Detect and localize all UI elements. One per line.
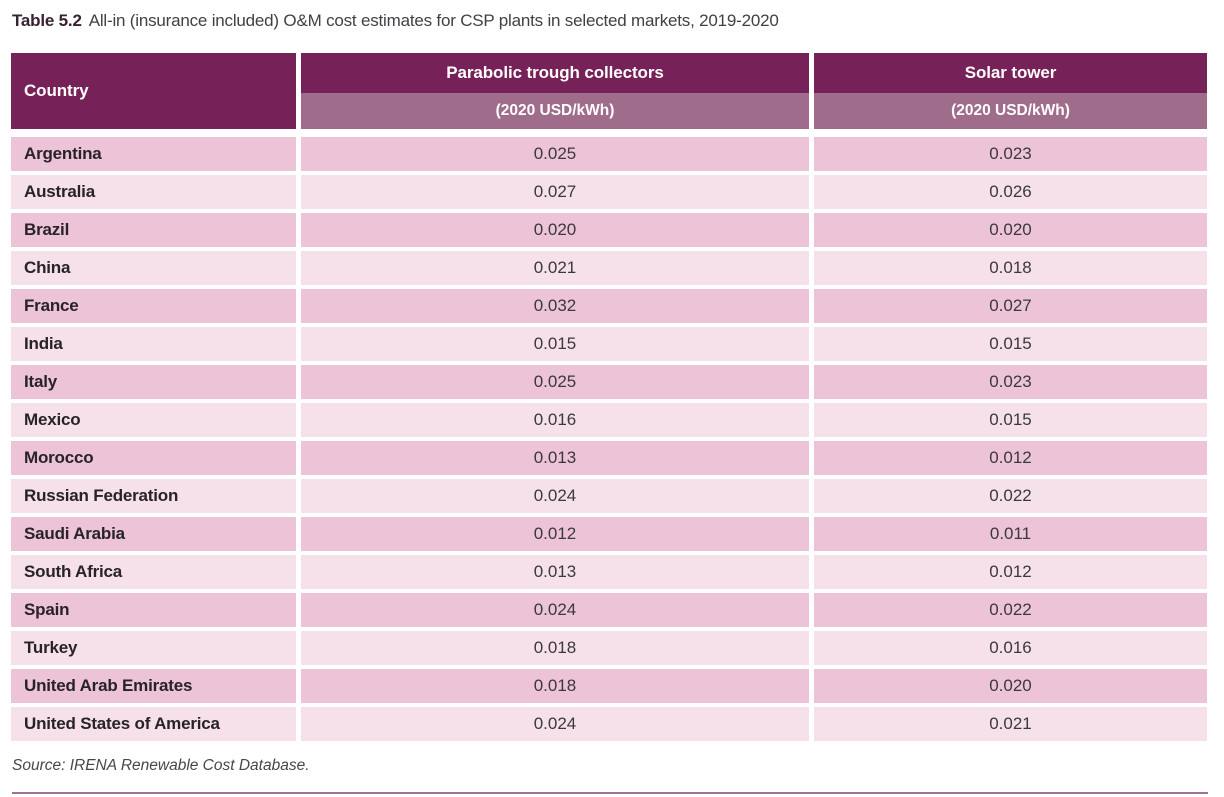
table-row: Mexico 0.016 0.015 xyxy=(11,403,1207,437)
country-cell: Australia xyxy=(11,175,296,209)
trough-value-cell: 0.032 xyxy=(301,289,809,323)
trough-value-cell: 0.024 xyxy=(301,479,809,513)
tower-value-cell: 0.020 xyxy=(814,669,1207,703)
country-cell: Mexico xyxy=(11,403,296,437)
tower-value-cell: 0.022 xyxy=(814,593,1207,627)
source-note: Source: IRENA Renewable Cost Database. xyxy=(12,757,310,774)
country-cell: India xyxy=(11,327,296,361)
header-solar-tower: Solar tower (2020 USD/kWh) xyxy=(814,53,1207,129)
trough-value-cell: 0.021 xyxy=(301,251,809,285)
table-row: Turkey 0.018 0.016 xyxy=(11,631,1207,665)
country-cell: China xyxy=(11,251,296,285)
country-cell: France xyxy=(11,289,296,323)
tower-value-cell: 0.020 xyxy=(814,213,1207,247)
trough-value-cell: 0.024 xyxy=(301,593,809,627)
table-body: Argentina 0.025 0.023 Australia 0.027 0.… xyxy=(11,137,1207,741)
tower-value-cell: 0.021 xyxy=(814,707,1207,741)
table-row: Australia 0.027 0.026 xyxy=(11,175,1207,209)
trough-value-cell: 0.012 xyxy=(301,517,809,551)
table-row: South Africa 0.013 0.012 xyxy=(11,555,1207,589)
table-row: Russian Federation 0.024 0.022 xyxy=(11,479,1207,513)
table-row: Italy 0.025 0.023 xyxy=(11,365,1207,399)
table-row: India 0.015 0.015 xyxy=(11,327,1207,361)
tower-value-cell: 0.011 xyxy=(814,517,1207,551)
table-row: Brazil 0.020 0.020 xyxy=(11,213,1207,247)
country-cell: United Arab Emirates xyxy=(11,669,296,703)
header-country: Country xyxy=(11,53,296,129)
table-row: France 0.032 0.027 xyxy=(11,289,1207,323)
trough-value-cell: 0.020 xyxy=(301,213,809,247)
bottom-rule xyxy=(12,792,1208,794)
table-caption-text: All-in (insurance included) O&M cost est… xyxy=(88,11,779,30)
tower-value-cell: 0.012 xyxy=(814,555,1207,589)
trough-value-cell: 0.025 xyxy=(301,365,809,399)
trough-value-cell: 0.024 xyxy=(301,707,809,741)
country-cell: Morocco xyxy=(11,441,296,475)
country-cell: Brazil xyxy=(11,213,296,247)
country-cell: Russian Federation xyxy=(11,479,296,513)
header-parabolic-trough-unit: (2020 USD/kWh) xyxy=(301,93,809,129)
tower-value-cell: 0.022 xyxy=(814,479,1207,513)
cost-table: Country Parabolic trough collectors (202… xyxy=(11,53,1207,741)
table-row: Saudi Arabia 0.012 0.011 xyxy=(11,517,1207,551)
tower-value-cell: 0.023 xyxy=(814,137,1207,171)
country-cell: Spain xyxy=(11,593,296,627)
tower-value-cell: 0.027 xyxy=(814,289,1207,323)
table-header: Country Parabolic trough collectors (202… xyxy=(11,53,1207,129)
trough-value-cell: 0.018 xyxy=(301,669,809,703)
table-row: China 0.021 0.018 xyxy=(11,251,1207,285)
table-caption-label: Table 5.2 xyxy=(12,11,82,30)
header-parabolic-trough-name: Parabolic trough collectors xyxy=(301,53,809,93)
table-row: Spain 0.024 0.022 xyxy=(11,593,1207,627)
header-solar-tower-unit: (2020 USD/kWh) xyxy=(814,93,1207,129)
country-cell: Argentina xyxy=(11,137,296,171)
tower-value-cell: 0.016 xyxy=(814,631,1207,665)
table-row: Argentina 0.025 0.023 xyxy=(11,137,1207,171)
tower-value-cell: 0.015 xyxy=(814,327,1207,361)
trough-value-cell: 0.018 xyxy=(301,631,809,665)
trough-value-cell: 0.013 xyxy=(301,555,809,589)
table-row: United States of America 0.024 0.021 xyxy=(11,707,1207,741)
trough-value-cell: 0.025 xyxy=(301,137,809,171)
header-parabolic-trough: Parabolic trough collectors (2020 USD/kW… xyxy=(301,53,809,129)
trough-value-cell: 0.013 xyxy=(301,441,809,475)
country-cell: Turkey xyxy=(11,631,296,665)
tower-value-cell: 0.018 xyxy=(814,251,1207,285)
trough-value-cell: 0.015 xyxy=(301,327,809,361)
country-cell: South Africa xyxy=(11,555,296,589)
tower-value-cell: 0.026 xyxy=(814,175,1207,209)
country-cell: United States of America xyxy=(11,707,296,741)
tower-value-cell: 0.012 xyxy=(814,441,1207,475)
table-caption: Table 5.2 All-in (insurance included) O&M… xyxy=(12,11,779,31)
table-row: Morocco 0.013 0.012 xyxy=(11,441,1207,475)
country-cell: Saudi Arabia xyxy=(11,517,296,551)
tower-value-cell: 0.023 xyxy=(814,365,1207,399)
trough-value-cell: 0.027 xyxy=(301,175,809,209)
country-cell: Italy xyxy=(11,365,296,399)
header-solar-tower-name: Solar tower xyxy=(814,53,1207,93)
trough-value-cell: 0.016 xyxy=(301,403,809,437)
table-row: United Arab Emirates 0.018 0.020 xyxy=(11,669,1207,703)
tower-value-cell: 0.015 xyxy=(814,403,1207,437)
